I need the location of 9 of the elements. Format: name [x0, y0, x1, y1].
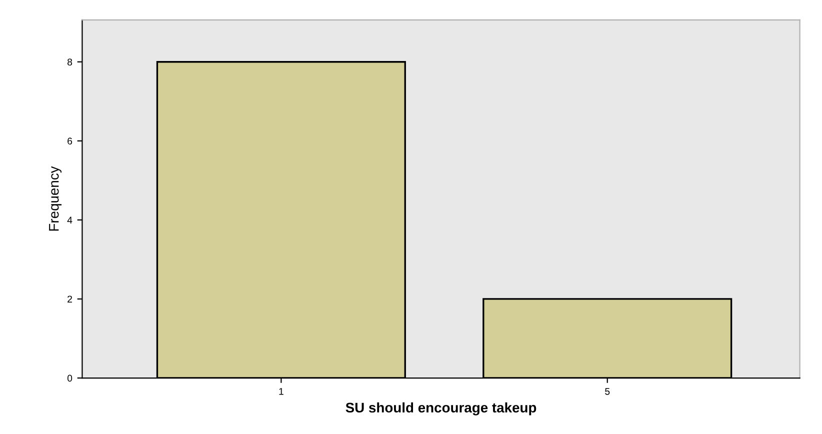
x-axis-title: SU should encourage takeup	[346, 402, 536, 416]
y-tick-label: 6	[68, 138, 72, 145]
y-tick-label: 8	[67, 58, 72, 66]
y-tick-label: 2	[68, 296, 72, 302]
x-tick-label: 5	[605, 388, 610, 395]
y-tick-label: 0	[67, 374, 72, 382]
x-tick-label: 1	[279, 388, 284, 395]
y-axis-title: Frequency	[49, 166, 62, 231]
y-tick-label: 4	[67, 216, 72, 224]
